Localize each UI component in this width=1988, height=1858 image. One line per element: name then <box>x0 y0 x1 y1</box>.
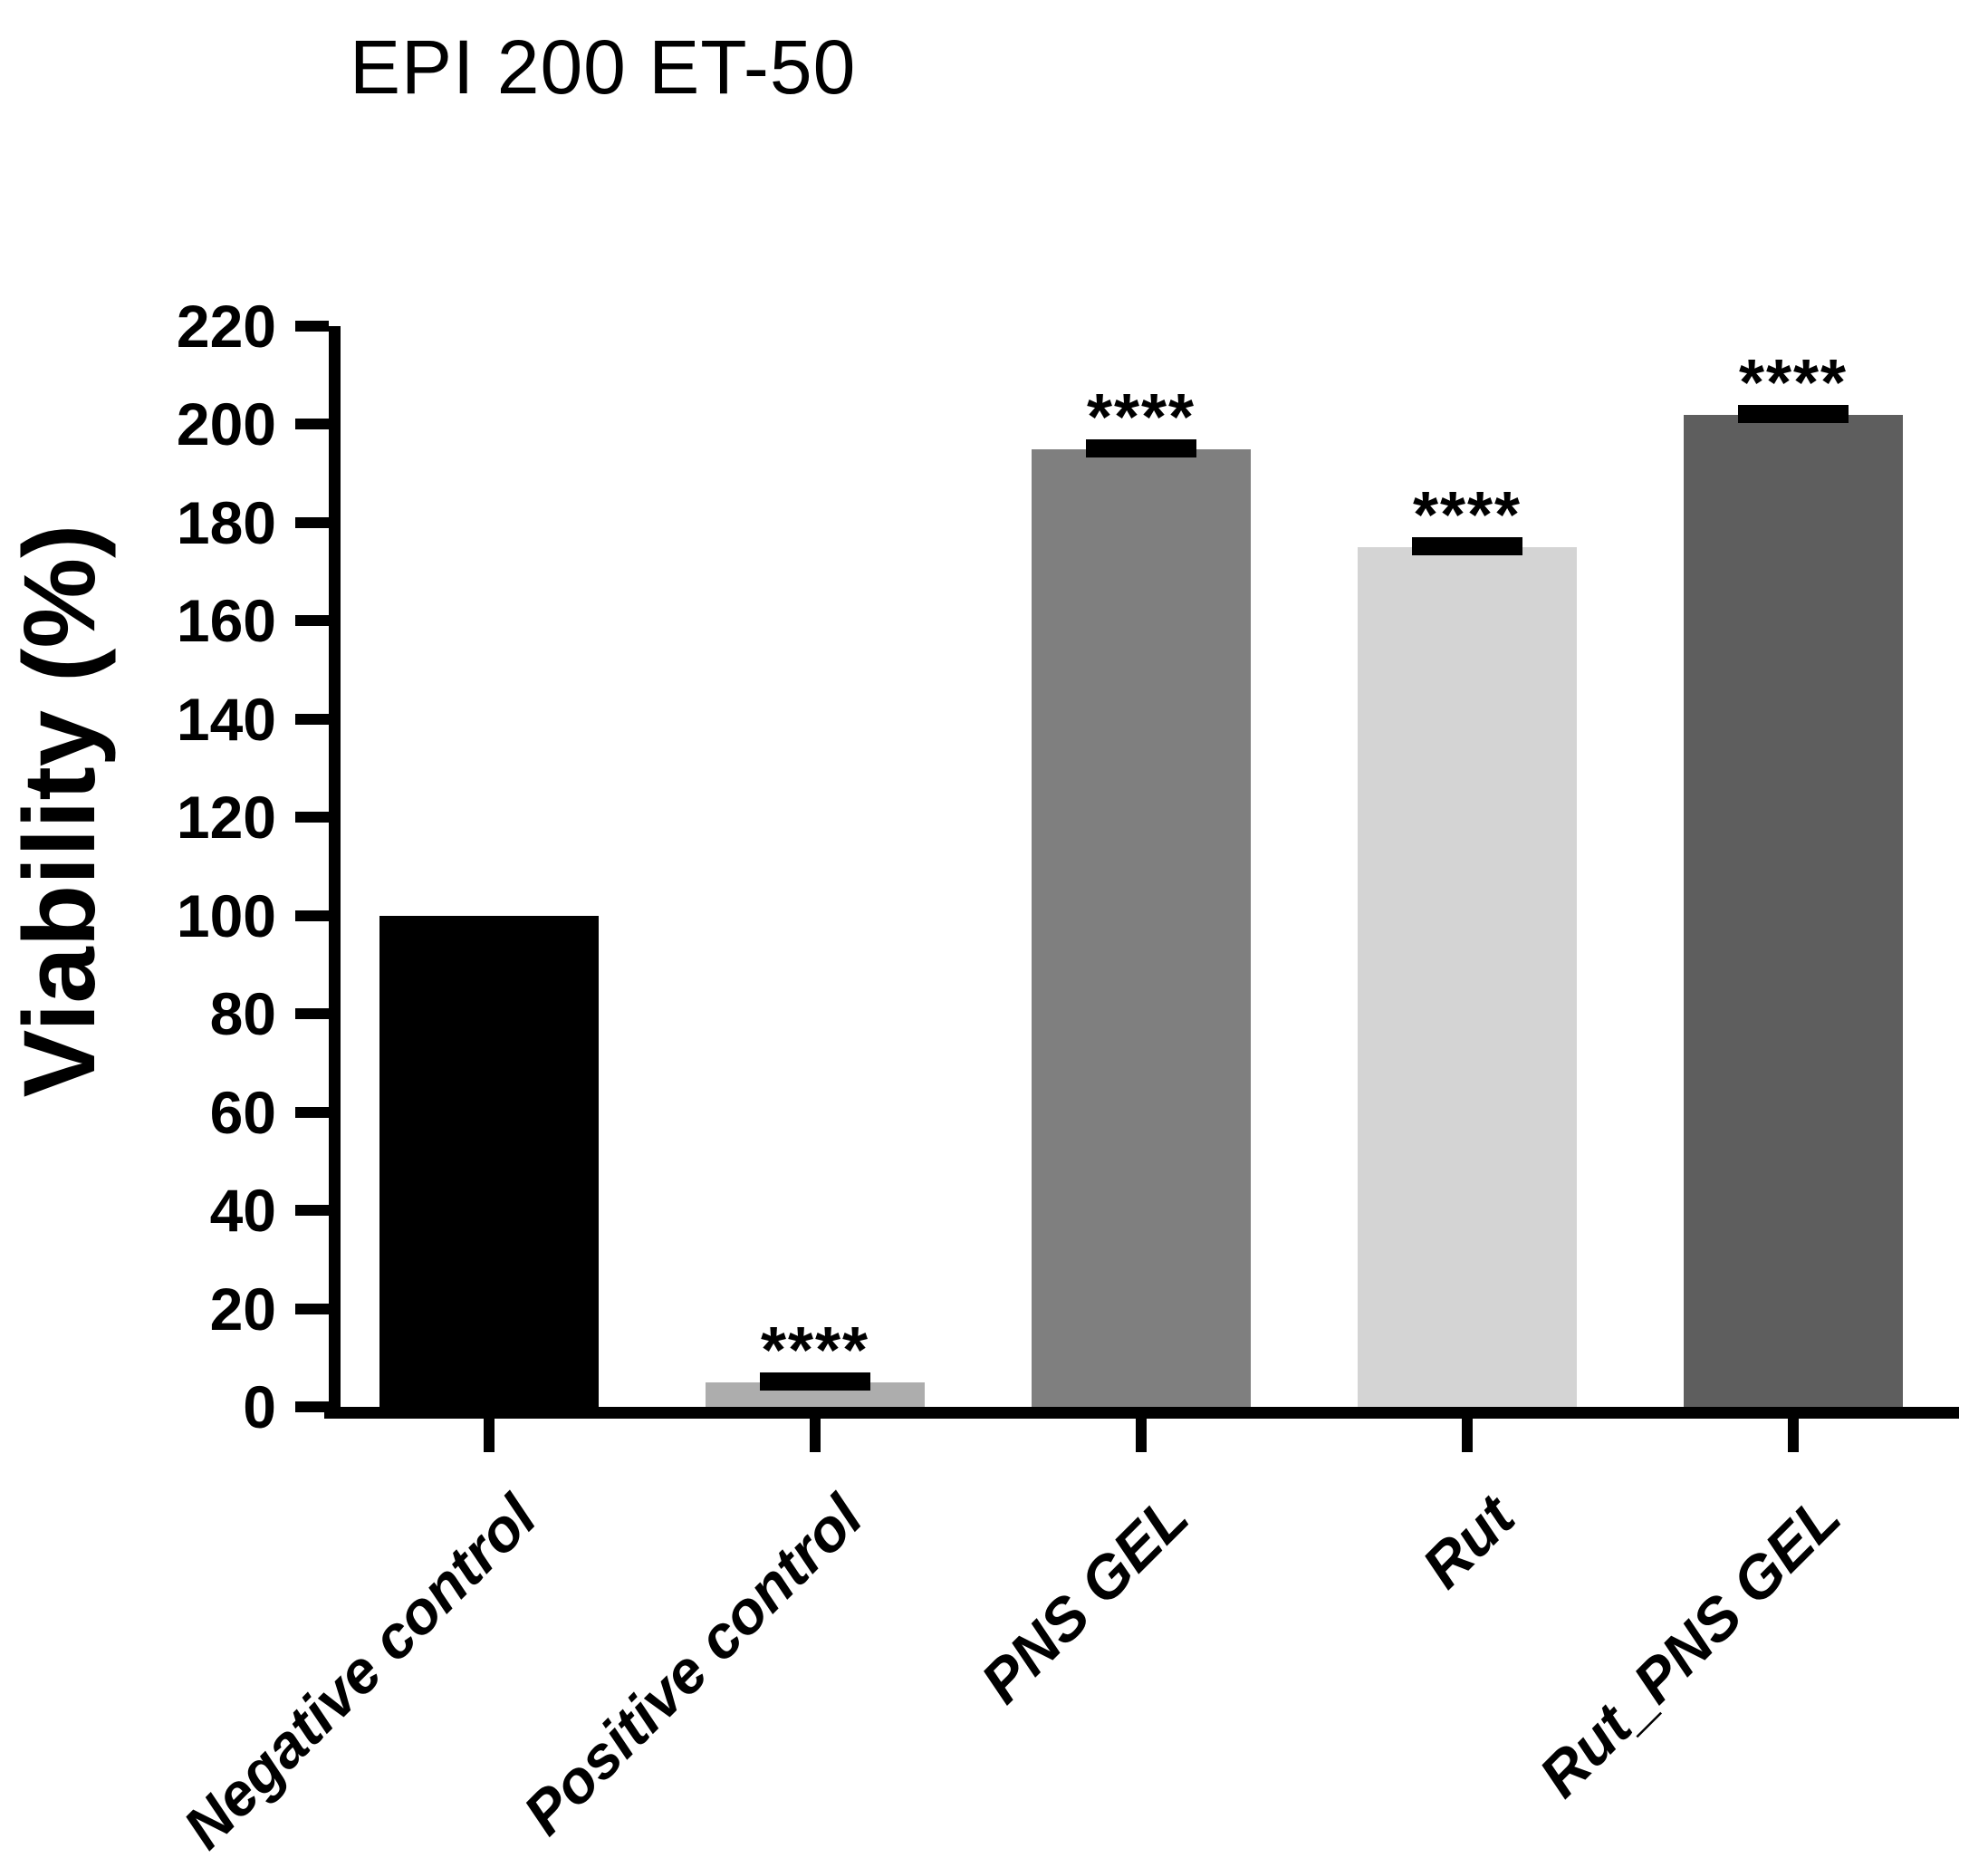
bar <box>1684 414 1903 1407</box>
significance-asterisks: **** <box>1738 346 1849 419</box>
y-tick-label: 100 <box>176 881 276 949</box>
y-tick <box>295 516 329 528</box>
y-tick-label: 180 <box>176 488 276 556</box>
y-tick-label: 60 <box>209 1078 276 1146</box>
significance-asterisks: **** <box>760 1314 870 1387</box>
y-tick-label: 40 <box>209 1177 276 1245</box>
y-tick-label: 120 <box>176 784 276 852</box>
significance-asterisks: **** <box>1412 479 1522 553</box>
x-axis-line <box>324 1407 1959 1419</box>
chart-title: EPI 200 ET-50 <box>350 24 857 110</box>
y-tick <box>295 419 329 430</box>
y-tick <box>295 910 329 921</box>
x-tick <box>484 1419 495 1452</box>
error-bar-cap <box>1738 404 1849 423</box>
y-tick-label: 0 <box>243 1373 276 1440</box>
y-tick <box>295 615 329 627</box>
y-tick <box>295 1205 329 1217</box>
bar <box>1032 448 1251 1407</box>
y-tick <box>295 812 329 823</box>
error-bar-cap <box>1086 438 1196 457</box>
x-tick <box>810 1419 821 1452</box>
bar <box>379 915 599 1407</box>
y-tick <box>295 1303 329 1314</box>
y-tick <box>295 1106 329 1118</box>
bar <box>1358 547 1577 1407</box>
error-bar-cap <box>760 1372 870 1391</box>
y-tick-label: 20 <box>209 1275 276 1343</box>
x-tick-label: Negative control <box>169 1482 549 1858</box>
y-tick-label: 160 <box>176 587 276 655</box>
y-tick <box>295 321 329 332</box>
y-tick-label: 80 <box>209 980 276 1048</box>
error-bar-cap <box>1412 537 1522 556</box>
y-axis-line <box>329 326 341 1419</box>
plot-area: 0 20 40 60 80 100 120 140 160 180 200 220 **** **** **… <box>177 295 1959 1452</box>
y-tick <box>295 713 329 725</box>
y-tick <box>295 1401 329 1412</box>
x-tick <box>1136 1419 1147 1452</box>
significance-asterisks: **** <box>1086 380 1196 454</box>
y-tick-label: 140 <box>176 685 276 753</box>
y-tick <box>295 1008 329 1020</box>
x-tick <box>1788 1419 1799 1452</box>
y-tick-label: 200 <box>176 390 276 458</box>
x-tick <box>1462 1419 1473 1452</box>
y-tick-label: 220 <box>176 293 276 360</box>
